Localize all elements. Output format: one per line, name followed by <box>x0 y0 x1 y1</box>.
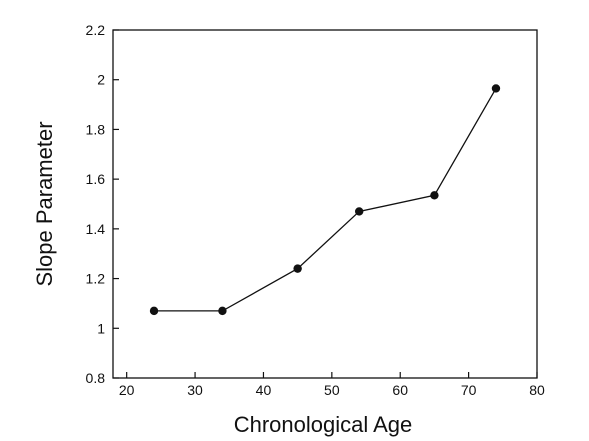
y-tick-label: 0.8 <box>86 370 106 386</box>
y-tick-label: 1.8 <box>86 121 106 137</box>
x-tick-label: 20 <box>119 382 135 398</box>
x-axis: 20 30 40 50 60 70 80 <box>119 372 545 398</box>
x-tick-label: 60 <box>392 382 408 398</box>
y-tick-label: 2.2 <box>86 22 106 38</box>
series-line <box>154 88 497 312</box>
y-tick-label: 1.4 <box>86 221 106 237</box>
y-axis-title: Slope Parameter <box>32 121 57 286</box>
plot-area-frame <box>112 29 538 379</box>
x-tick-label: 50 <box>324 382 340 398</box>
y-axis: 0.8 1 1.2 1.4 1.6 1.8 2 2.2 <box>86 22 119 386</box>
data-series <box>149 84 501 316</box>
x-tick-label: 40 <box>256 382 272 398</box>
y-tick-label: 1.6 <box>86 171 106 187</box>
y-tick-label: 1.2 <box>86 271 106 287</box>
data-point <box>430 191 439 200</box>
x-tick-label: 30 <box>187 382 203 398</box>
y-tick-label: 2 <box>97 72 105 88</box>
x-tick-label: 80 <box>529 382 545 398</box>
data-point <box>491 84 501 93</box>
data-point <box>149 306 159 316</box>
data-point <box>293 264 302 273</box>
data-point <box>354 207 364 216</box>
y-tick-label: 1 <box>97 320 105 336</box>
x-tick-label: 70 <box>461 382 477 398</box>
data-point <box>218 306 227 316</box>
x-axis-title: Chronological Age <box>234 412 413 437</box>
